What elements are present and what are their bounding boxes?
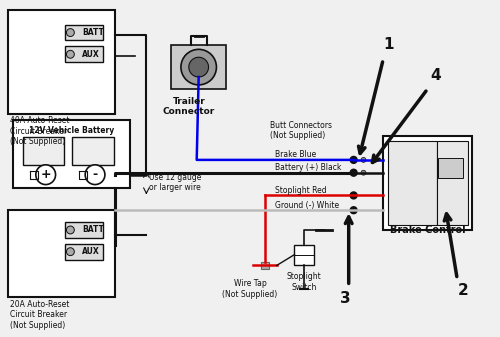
Bar [294, 245, 314, 265]
Text: 20A Auto-Reset
Circuit Breaker
(Not Supplied): 20A Auto-Reset Circuit Breaker (Not Supp… [10, 300, 70, 330]
Circle shape [66, 248, 74, 256]
Text: Brake Control: Brake Control [390, 225, 466, 235]
Bar [72, 137, 114, 165]
Text: Brake Blue: Brake Blue [274, 150, 316, 159]
Circle shape [350, 156, 357, 163]
Circle shape [350, 169, 357, 176]
Text: +: + [40, 168, 51, 181]
Text: BATT: BATT [82, 225, 104, 235]
Bar [8, 210, 115, 297]
Text: 4: 4 [430, 67, 441, 83]
Circle shape [189, 57, 208, 77]
Bar [23, 137, 64, 165]
Circle shape [350, 207, 357, 214]
Text: Wire Tap
(Not Supplied): Wire Tap (Not Supplied) [222, 279, 278, 299]
Bar [66, 25, 103, 40]
Circle shape [66, 29, 74, 36]
Text: 40A Auto-Reset
Circuit Breaker
(Not Supplied): 40A Auto-Reset Circuit Breaker (Not Supp… [10, 117, 70, 146]
Text: Stoplight
Switch: Stoplight Switch [287, 272, 322, 292]
Text: Battery (+) Black: Battery (+) Black [274, 163, 341, 172]
Text: 1: 1 [383, 37, 394, 52]
Text: AUX: AUX [82, 247, 100, 256]
Bar [383, 136, 472, 230]
Text: BATT: BATT [82, 28, 104, 37]
Text: -: - [92, 168, 98, 181]
Bar [13, 120, 130, 187]
Bar [171, 45, 226, 89]
Circle shape [181, 49, 216, 85]
Bar [8, 10, 115, 114]
Text: 2: 2 [458, 283, 468, 298]
Bar [66, 244, 103, 259]
Bar [438, 158, 463, 178]
Bar [66, 47, 103, 62]
Text: 3: 3 [340, 290, 351, 306]
Circle shape [361, 170, 366, 175]
Circle shape [66, 226, 74, 234]
Text: Use 12 gauge
or larger wire: Use 12 gauge or larger wire [150, 173, 202, 192]
Bar [436, 141, 468, 225]
Circle shape [36, 165, 56, 185]
Text: Stoplight Red: Stoplight Red [274, 186, 326, 195]
Circle shape [85, 165, 105, 185]
Text: Trailer
Connector: Trailer Connector [162, 97, 215, 116]
Circle shape [361, 157, 366, 162]
Bar [66, 222, 103, 238]
Text: Butt Connectors
(Not Supplied): Butt Connectors (Not Supplied) [270, 121, 332, 140]
Text: AUX: AUX [82, 50, 100, 59]
Bar [388, 141, 437, 225]
Bar [261, 262, 269, 270]
Circle shape [66, 50, 74, 58]
Text: 12V Vehicle Battery: 12V Vehicle Battery [28, 126, 114, 135]
Circle shape [350, 192, 357, 199]
Text: Ground (-) White: Ground (-) White [274, 201, 339, 210]
